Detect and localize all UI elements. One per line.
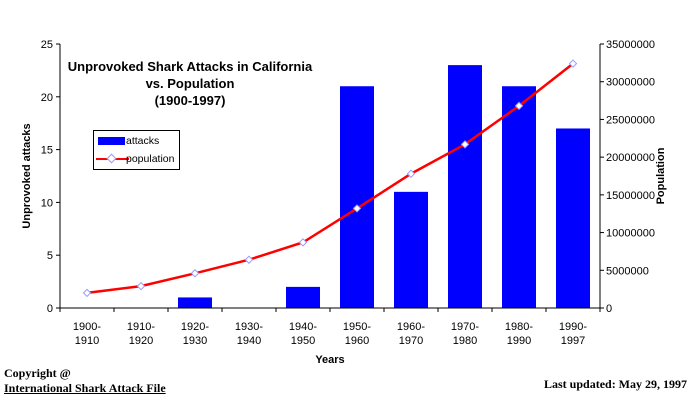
y-tick-label: 20: [41, 92, 53, 104]
point-population: [352, 204, 362, 213]
point-population: [298, 238, 308, 247]
copyright: Copyright @ International Shark Attack F…: [4, 366, 166, 396]
bar-attacks: [556, 128, 590, 308]
bar-attacks: [286, 286, 320, 308]
y2-tick-label: 20000000: [606, 152, 655, 164]
y2-tick-label: 35000000: [606, 39, 655, 51]
x-tick-label: 1930: [183, 335, 207, 347]
chart-title-line-3: (1900-1997): [154, 93, 226, 108]
x-tick-label: 1997: [561, 335, 585, 347]
x-tick-label: 1950-: [343, 321, 371, 333]
legend: attacks population: [93, 130, 180, 170]
x-tick-label: 1950: [291, 335, 315, 347]
y2-tick-label: 5000000: [606, 265, 649, 277]
x-tick-label: 1970-: [451, 321, 479, 333]
legend-marker-population: [106, 153, 117, 164]
chart-title-line-2: vs. Population: [145, 76, 235, 91]
last-updated: Last updated: May 29, 1997: [544, 377, 688, 391]
legend-label-attacks: attacks: [126, 135, 160, 147]
x-tick-label: 1970: [399, 335, 423, 347]
y2-tick-label: 10000000: [606, 228, 655, 240]
y2-axis-label: Population: [655, 147, 667, 204]
x-tick-label: 1940-: [289, 321, 317, 333]
x-tick-label: 1920: [129, 335, 153, 347]
chart-title-line-1: Unprovoked Shark Attacks in California: [67, 59, 313, 74]
y2-tick-label: 30000000: [606, 77, 655, 89]
point-population: [190, 269, 200, 278]
bar-attacks: [340, 86, 374, 309]
point-population: [514, 101, 524, 111]
x-tick-label: 1960-: [397, 321, 425, 333]
x-tick-label: 1920-: [181, 321, 209, 333]
x-tick-label: 1990-: [559, 321, 587, 333]
y-axis-label: Unprovoked attacks: [21, 123, 33, 228]
y-tick-label: 0: [47, 303, 53, 315]
chart-title: Unprovoked Shark Attacks in California v…: [60, 58, 320, 109]
point-population: [568, 59, 578, 68]
y2-tick-label: 15000000: [606, 190, 655, 202]
y-tick-label: 15: [41, 145, 53, 157]
point-population: [460, 140, 470, 149]
x-tick-label: 1990: [507, 335, 531, 347]
bar-attacks: [502, 86, 536, 309]
point-population: [136, 281, 146, 291]
x-tick-label: 1900-: [73, 321, 101, 333]
y-tick-label: 25: [41, 39, 53, 51]
y2-tick-label: 25000000: [606, 114, 655, 126]
y2-tick-label: 0: [606, 303, 612, 315]
x-tick-label: 1940: [237, 335, 261, 347]
copyright-org: International Shark Attack File: [4, 381, 166, 395]
x-tick-label: 1910: [75, 335, 99, 347]
line-population: [86, 62, 574, 295]
legend-label-population: population: [126, 153, 175, 165]
point-population: [82, 288, 92, 298]
y-tick-label: 5: [47, 250, 53, 262]
x-tick-label: 1980: [453, 335, 477, 347]
x-tick-label: 1930-: [235, 321, 263, 333]
x-tick-label: 1980-: [505, 321, 533, 333]
x-tick-label: 1910-: [127, 321, 155, 333]
legend-swatch-attacks: [98, 137, 125, 145]
bar-attacks: [178, 297, 212, 308]
copyright-line: Copyright @: [4, 366, 71, 380]
point-population: [406, 169, 416, 178]
x-tick-label: 1960: [345, 335, 369, 347]
point-population: [244, 255, 254, 264]
bar-attacks: [448, 65, 482, 309]
y-tick-label: 10: [41, 197, 53, 209]
bar-attacks: [394, 191, 428, 308]
x-axis-label: Years: [315, 354, 344, 366]
